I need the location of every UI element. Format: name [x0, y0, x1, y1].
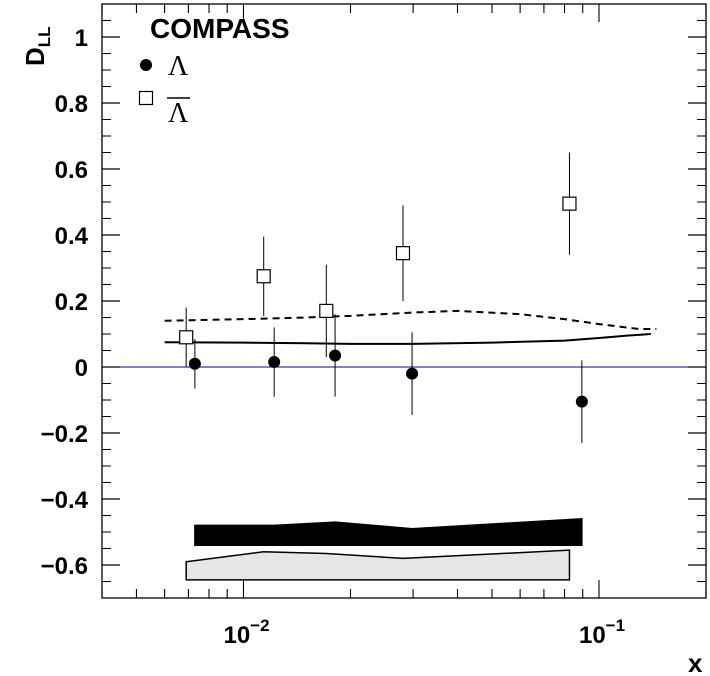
antilambda-point	[256, 269, 271, 284]
systematic-band-2	[185, 549, 571, 581]
data-points-layer	[179, 152, 588, 443]
lambda-point	[268, 356, 281, 369]
legend-label-lambda: Λ	[168, 51, 189, 82]
x-tick-label: 10−1	[579, 616, 625, 649]
systematic-bands-layer	[185, 518, 583, 581]
y-tick-label: 0.2	[55, 289, 88, 316]
lambda-point	[188, 357, 201, 370]
plot-frame	[101, 3, 707, 599]
y-axis-title-sub: LL	[35, 26, 54, 47]
y-axis-title: DLL	[20, 26, 54, 66]
y-tick-label: 0.8	[55, 91, 88, 118]
antilambda-point	[562, 196, 577, 211]
x-axis-title: x	[688, 648, 703, 676]
y-tick-label: −0.6	[41, 553, 88, 580]
y-tick-label: −0.4	[41, 487, 89, 514]
legend: COMPASS ΛΛ	[138, 13, 290, 129]
antilambda-point	[319, 303, 334, 318]
legend-marker-antilambda	[138, 90, 154, 106]
x-tick-label: 10−2	[223, 616, 269, 649]
legend-label-antilambda: Λ	[168, 98, 189, 129]
y-tick-label: 1	[75, 25, 88, 52]
y-tick-label: −0.2	[41, 421, 88, 448]
y-tick-label: 0	[75, 355, 88, 382]
model-curve-dashed	[164, 309, 657, 331]
y-axis-title-main: D	[20, 47, 50, 66]
lambda-point	[575, 395, 588, 408]
antilambda-point	[395, 246, 411, 261]
lambda-point	[329, 349, 342, 362]
axes-layer: −0.6 −0.4 −0.2 0 0.2 0.4 0.6 0.8 1 10−2 10−1	[41, 3, 707, 649]
antilambda-point	[179, 330, 194, 345]
systematic-band-1	[194, 518, 583, 546]
y-tick-label: 0.6	[55, 157, 88, 184]
chart-title: COMPASS	[150, 13, 290, 44]
legend-marker-lambda	[140, 59, 152, 71]
svg-text:DLL: DLL	[20, 26, 54, 66]
lambda-point	[406, 367, 419, 380]
model-curves-layer	[164, 309, 657, 345]
y-tick-label: 0.4	[55, 223, 89, 250]
model-curve-solid	[164, 333, 652, 345]
